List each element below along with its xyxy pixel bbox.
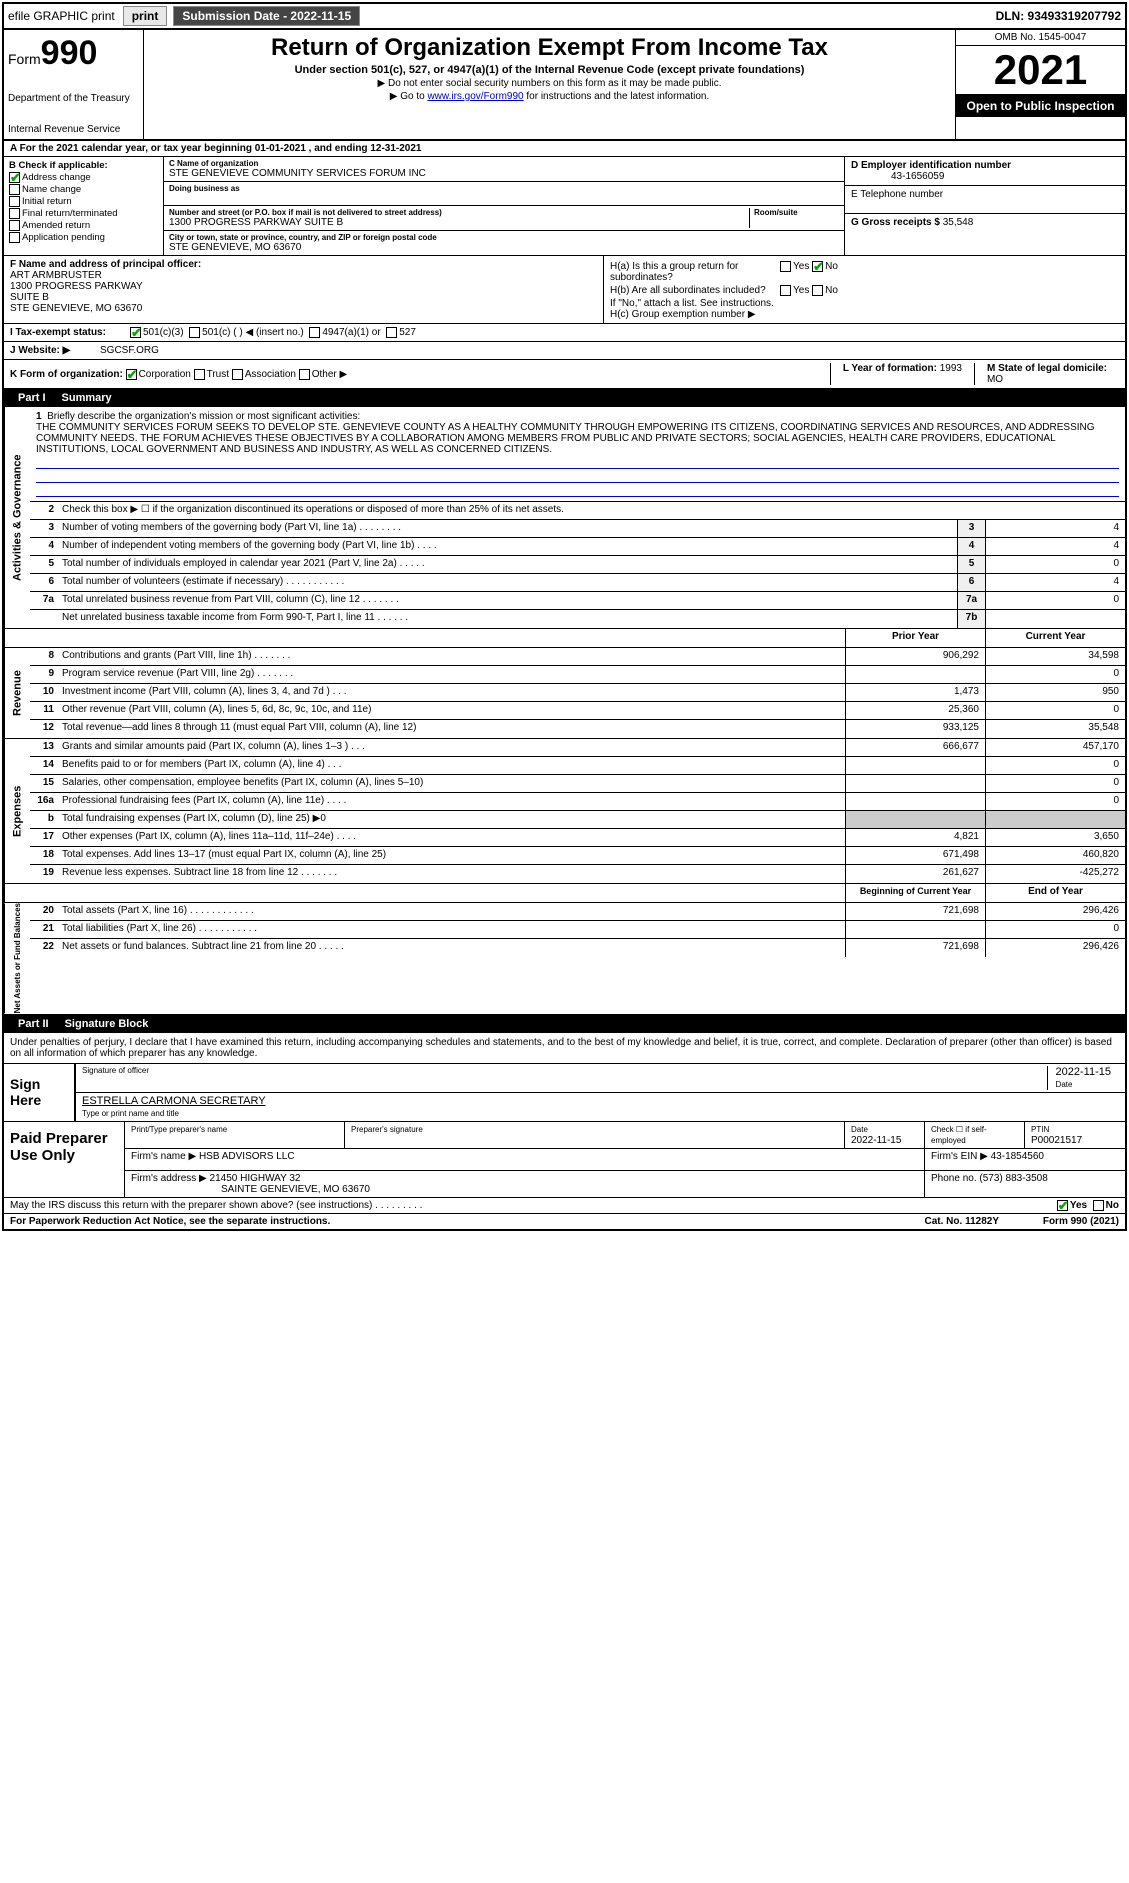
- perjury-statement: Under penalties of perjury, I declare th…: [4, 1033, 1125, 1064]
- form-subtitle: Under section 501(c), 527, or 4947(a)(1)…: [148, 64, 951, 76]
- chk-name-change[interactable]: Name change: [9, 184, 158, 195]
- row-j-website: J Website: ▶ SGCSF.ORG: [4, 342, 1125, 360]
- efile-label: efile GRAPHIC print: [8, 9, 115, 23]
- row-k-org-form: K Form of organization: Corporation Trus…: [4, 360, 1125, 389]
- dba-cell: Doing business as: [164, 182, 844, 206]
- summary-row: 3Number of voting members of the governi…: [30, 520, 1125, 538]
- summary-row: 18Total expenses. Add lines 13–17 (must …: [30, 847, 1125, 865]
- chk-501c3[interactable]: [130, 327, 141, 338]
- summary-row: 16aProfessional fundraising fees (Part I…: [30, 793, 1125, 811]
- summary-row: 20Total assets (Part X, line 16) . . . .…: [30, 903, 1125, 921]
- part-1-header: Part I Summary: [4, 389, 1125, 407]
- omb-number: OMB No. 1545-0047: [956, 30, 1125, 46]
- irs-label: Internal Revenue Service: [8, 124, 139, 135]
- chk-501c[interactable]: [189, 327, 200, 338]
- summary-row: Net unrelated business taxable income fr…: [30, 610, 1125, 628]
- chk-trust[interactable]: [194, 369, 205, 380]
- part-2-header: Part II Signature Block: [4, 1015, 1125, 1033]
- summary-row: 5Total number of individuals employed in…: [30, 556, 1125, 574]
- prior-current-header: Prior Year Current Year: [30, 629, 1125, 647]
- form-label: Form: [8, 51, 41, 67]
- chk-discuss-no[interactable]: [1093, 1200, 1104, 1211]
- chk-address-change[interactable]: Address change: [9, 172, 158, 183]
- net-header: Beginning of Current Year End of Year: [30, 884, 1125, 902]
- summary-row: 22Net assets or fund balances. Subtract …: [30, 939, 1125, 957]
- chk-discuss-yes[interactable]: [1057, 1200, 1068, 1211]
- gross-receipts-cell: G Gross receipts $ 35,548: [845, 214, 1125, 242]
- summary-row: bTotal fundraising expenses (Part IX, co…: [30, 811, 1125, 829]
- row-i-tax-status: I Tax-exempt status: 501(c)(3) 501(c) ( …: [4, 324, 1125, 342]
- summary-row: 10Investment income (Part VIII, column (…: [30, 684, 1125, 702]
- chk-527[interactable]: [386, 327, 397, 338]
- dept-label: Department of the Treasury: [8, 93, 139, 104]
- summary-row: 12Total revenue—add lines 8 through 11 (…: [30, 720, 1125, 738]
- form-title: Return of Organization Exempt From Incom…: [148, 34, 951, 62]
- summary-row: 9Program service revenue (Part VIII, lin…: [30, 666, 1125, 684]
- chk-initial-return[interactable]: Initial return: [9, 196, 158, 207]
- vtab-revenue: Revenue: [4, 648, 30, 738]
- summary-row: 15Salaries, other compensation, employee…: [30, 775, 1125, 793]
- summary-row: 19Revenue less expenses. Subtract line 1…: [30, 865, 1125, 883]
- vtab-governance: Activities & Governance: [4, 407, 30, 628]
- address-cell: Number and street (or P.O. box if mail i…: [164, 206, 844, 231]
- top-toolbar: efile GRAPHIC print print Submission Dat…: [4, 4, 1125, 30]
- inspection-badge: Open to Public Inspection: [956, 95, 1125, 117]
- chk-final-return[interactable]: Final return/terminated: [9, 208, 158, 219]
- ssn-note: ▶ Do not enter social security numbers o…: [148, 78, 951, 89]
- irs-link[interactable]: www.irs.gov/Form990: [427, 91, 523, 102]
- phone-cell: E Telephone number: [845, 186, 1125, 214]
- chk-association[interactable]: [232, 369, 243, 380]
- summary-row: 21Total liabilities (Part X, line 26) . …: [30, 921, 1125, 939]
- summary-row: 6Total number of volunteers (estimate if…: [30, 574, 1125, 592]
- chk-amended[interactable]: Amended return: [9, 220, 158, 231]
- row-a-tax-year: A For the 2021 calendar year, or tax yea…: [4, 141, 1125, 157]
- org-name-cell: C Name of organization STE GENEVIEVE COM…: [164, 157, 844, 182]
- form-header: Form990 Department of the Treasury Inter…: [4, 30, 1125, 141]
- chk-other[interactable]: [299, 369, 310, 380]
- paid-preparer-block: Paid Preparer Use Only Print/Type prepar…: [4, 1122, 1125, 1198]
- chk-corporation[interactable]: [126, 369, 137, 380]
- ein-cell: D Employer identification number 43-1656…: [845, 157, 1125, 186]
- chk-4947[interactable]: [309, 327, 320, 338]
- form-number: 990: [41, 34, 98, 72]
- tax-year: 2021: [956, 46, 1125, 95]
- mission-block: 1 Briefly describe the organization's mi…: [30, 407, 1125, 502]
- summary-row: 17Other expenses (Part IX, column (A), l…: [30, 829, 1125, 847]
- vtab-expenses: Expenses: [4, 739, 30, 883]
- principal-officer: F Name and address of principal officer:…: [4, 256, 604, 323]
- chk-application[interactable]: Application pending: [9, 232, 158, 243]
- summary-row: 14Benefits paid to or for members (Part …: [30, 757, 1125, 775]
- dln-label: DLN: 93493319207792: [996, 9, 1121, 23]
- section-b-checkboxes: B Check if applicable: Address change Na…: [4, 157, 164, 255]
- vtab-net-assets: Net Assets or Fund Balances: [4, 903, 30, 1013]
- submission-date-button[interactable]: Submission Date - 2022-11-15: [173, 6, 360, 26]
- summary-row: 7aTotal unrelated business revenue from …: [30, 592, 1125, 610]
- footer: For Paperwork Reduction Act Notice, see …: [4, 1214, 1125, 1229]
- print-button[interactable]: print: [123, 6, 168, 26]
- summary-row: 13Grants and similar amounts paid (Part …: [30, 739, 1125, 757]
- city-cell: City or town, state or province, country…: [164, 231, 844, 255]
- discuss-row: May the IRS discuss this return with the…: [4, 1198, 1125, 1214]
- summary-row: 11Other revenue (Part VIII, column (A), …: [30, 702, 1125, 720]
- summary-row: 4Number of independent voting members of…: [30, 538, 1125, 556]
- sign-here-block: Sign Here Signature of officer 2022-11-1…: [4, 1064, 1125, 1122]
- website-note: ▶ Go to www.irs.gov/Form990 for instruct…: [148, 91, 951, 102]
- summary-row: 8Contributions and grants (Part VIII, li…: [30, 648, 1125, 666]
- summary-row: 2Check this box ▶ ☐ if the organization …: [30, 502, 1125, 520]
- section-h: H(a) Is this a group return for subordin…: [604, 256, 1125, 323]
